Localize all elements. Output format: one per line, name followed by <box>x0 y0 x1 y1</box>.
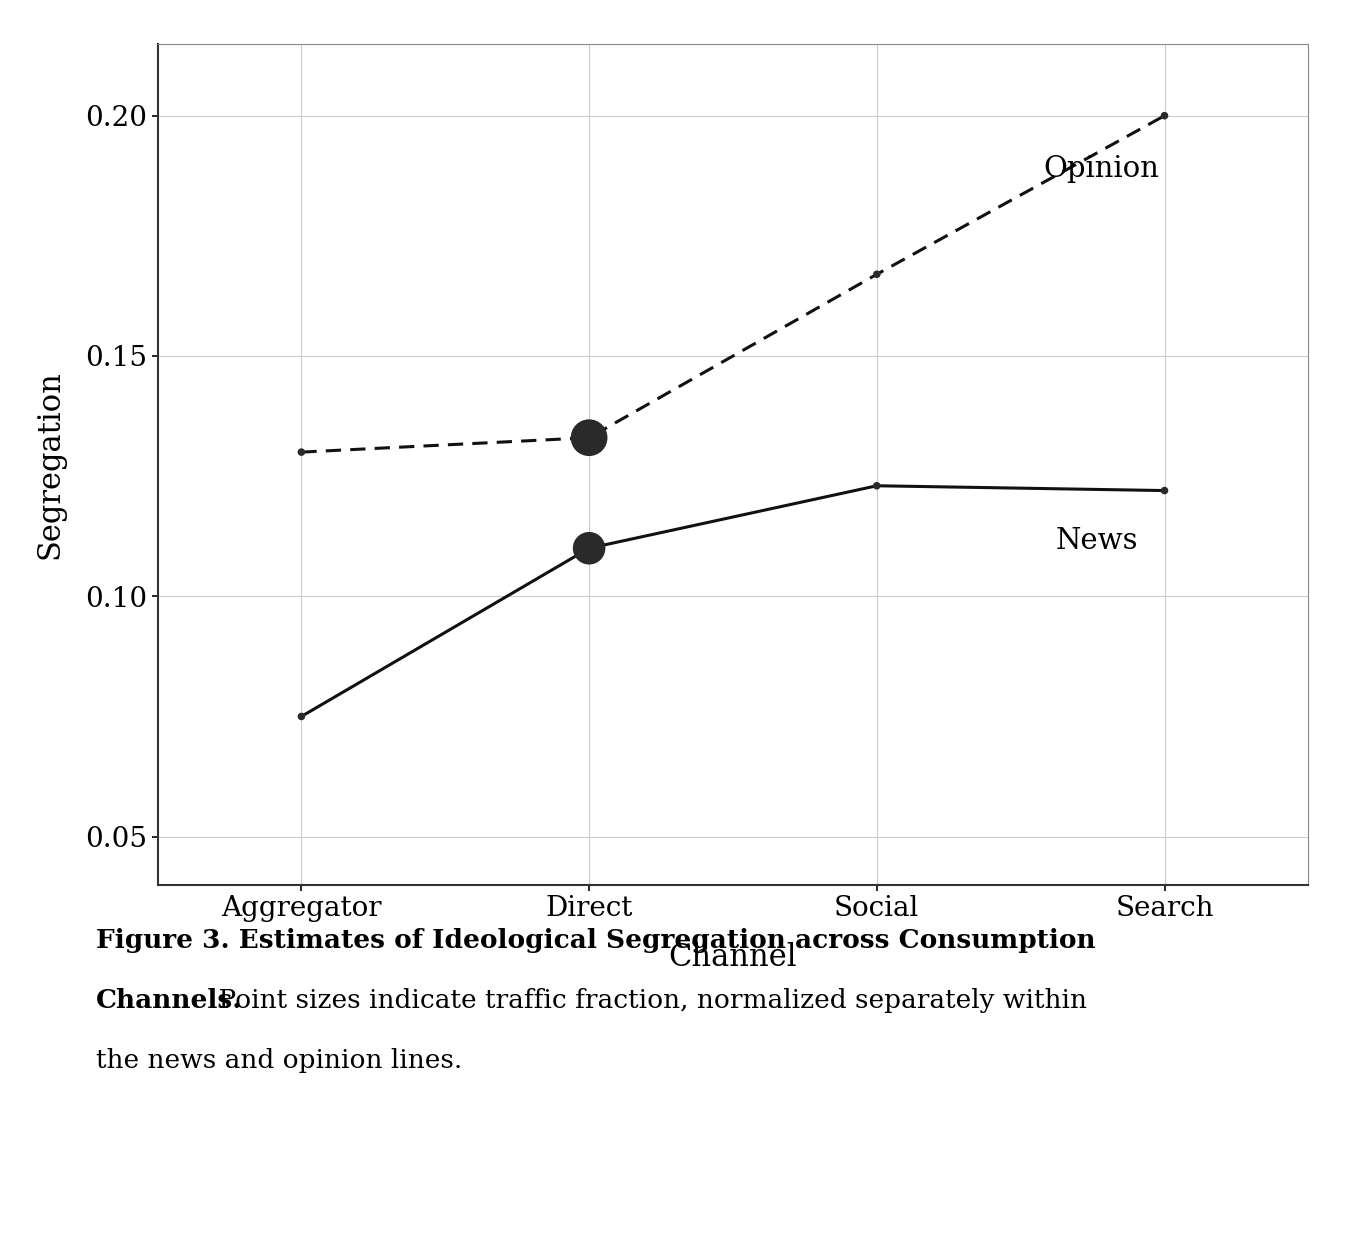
X-axis label: Channel: Channel <box>669 942 797 973</box>
Text: Point sizes indicate traffic fraction, normalized separately within: Point sizes indicate traffic fraction, n… <box>210 988 1086 1013</box>
Point <box>866 264 888 284</box>
Y-axis label: Segregation: Segregation <box>34 370 66 558</box>
Text: Channels.: Channels. <box>96 988 242 1013</box>
Point <box>290 706 312 726</box>
Point <box>866 476 888 496</box>
Point <box>578 427 600 447</box>
Point <box>578 538 600 558</box>
Point <box>290 442 312 462</box>
Point <box>1154 106 1175 126</box>
Text: Opinion: Opinion <box>1044 155 1159 183</box>
Text: Figure 3. Estimates of Ideological Segregation across Consumption: Figure 3. Estimates of Ideological Segre… <box>96 928 1096 953</box>
Text: the news and opinion lines.: the news and opinion lines. <box>96 1048 462 1073</box>
Point <box>1154 481 1175 501</box>
Text: News: News <box>1055 527 1137 554</box>
